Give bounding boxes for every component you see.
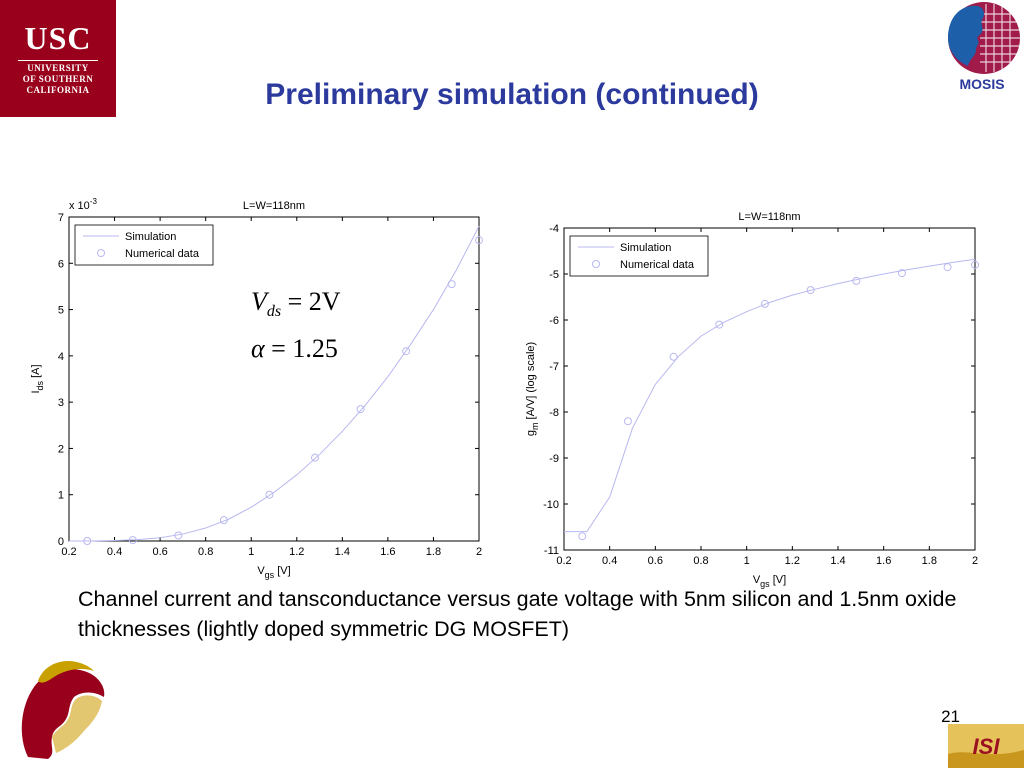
x-tick-label: 0.4 (107, 546, 122, 558)
x-tick-label: 1 (248, 546, 254, 558)
data-point (356, 405, 365, 414)
x-tick-label: 1.4 (335, 546, 350, 558)
x-tick-label: 1.8 (922, 555, 937, 567)
x-tick-label: 2 (972, 555, 978, 567)
legend-entry: Numerical data (620, 259, 695, 271)
y-tick-label: 5 (58, 305, 64, 317)
usc-logo-line: UNIVERSITY (27, 63, 89, 73)
data-point (174, 531, 183, 540)
y-tick-label: -10 (543, 499, 559, 511)
data-point (897, 269, 906, 278)
data-point (669, 352, 678, 361)
chart-title: L=W=118nm (243, 200, 305, 212)
data-point (402, 347, 411, 356)
usc-logo-rule (18, 60, 98, 61)
y-tick-label: -5 (549, 269, 559, 281)
x-tick-label: 0.2 (556, 555, 571, 567)
x-axis-label: Vgs [V] (753, 574, 786, 589)
data-point (265, 490, 274, 499)
y-axis-label: Ids [A] (30, 364, 45, 393)
x-tick-label: 0.6 (648, 555, 663, 567)
data-point (852, 276, 861, 285)
data-point (311, 453, 319, 462)
y-tick-label: 3 (58, 397, 64, 409)
slide-title: Preliminary simulation (continued) (265, 78, 759, 111)
data-point (760, 299, 769, 308)
y-tick-label: -9 (549, 453, 559, 465)
x-tick-label: 1.6 (380, 546, 395, 558)
usc-logo: USC UNIVERSITY OF SOUTHERN CALIFORNIA (0, 0, 116, 117)
mosis-head-icon (948, 5, 985, 66)
plot-area (68, 216, 480, 542)
usc-logo-line: CALIFORNIA (26, 85, 90, 95)
y-axis-label: gm [A/V] (log scale) (525, 342, 540, 436)
data-point (715, 320, 724, 329)
x-tick-label: 1.2 (289, 546, 304, 558)
y-tick-label: 6 (58, 258, 64, 270)
data-point (806, 286, 815, 295)
x-tick-label: 0.8 (693, 555, 708, 567)
x-tick-label: 1.6 (876, 555, 891, 567)
y-tick-label: 7 (58, 212, 64, 224)
data-point (971, 260, 979, 269)
slide-caption: Channel current and tansconductance vers… (78, 587, 957, 641)
x-tick-label: 1 (744, 555, 750, 567)
data-point (623, 417, 632, 426)
x-tick-label: 1.8 (426, 546, 441, 558)
x-tick-label: 2 (476, 546, 482, 558)
mosis-label: MOSIS (959, 76, 1005, 92)
data-point (128, 536, 137, 545)
trojan-logo (21, 661, 105, 759)
mosis-logo (948, 2, 1020, 74)
annotation-vds: Vds = 2V (251, 287, 341, 320)
data-point (943, 263, 952, 272)
x-tick-label: 1.2 (785, 555, 800, 567)
legend-entry: Simulation (125, 231, 176, 243)
y-tick-label: -4 (549, 223, 559, 235)
x-tick-label: 0.2 (61, 546, 76, 558)
x-axis-label: Vgs [V] (257, 565, 290, 580)
legend (569, 235, 709, 277)
data-point (475, 236, 483, 245)
x-tick-label: 1.4 (830, 555, 845, 567)
usc-logo-text: USC (24, 20, 92, 56)
page-number: 21 (941, 707, 960, 726)
gm-chart: 0.2 0.4 0.6 0.8 1 1.2 1.4 1.6 1.8 2 -11 -10 -9 -8 -7 -6… (525, 211, 979, 589)
legend-marker-swatch (592, 260, 600, 268)
legend (74, 224, 214, 266)
trojan-helmet-icon (21, 668, 105, 759)
simulation-line (69, 226, 480, 542)
isi-logo: ISI (948, 724, 1024, 768)
y-tick-label: -11 (544, 545, 559, 557)
ids-chart: 0.2 0.4 0.6 0.8 1 1.2 1.4 1.6 1.8 2 0 1 2 3 4 5 6 7 L=W=11… (30, 197, 483, 580)
data-point (219, 516, 228, 525)
simulation-line (564, 258, 976, 533)
legend-entry: Simulation (620, 242, 671, 254)
x-tick-label: 0.8 (198, 546, 213, 558)
usc-logo-line: OF SOUTHERN (22, 74, 94, 84)
chart-title: L=W=118nm (738, 211, 800, 223)
x-tick-label: 0.6 (152, 546, 167, 558)
data-point (83, 537, 92, 545)
y-tick-label: 0 (58, 536, 64, 548)
y-tick-label: -7 (549, 361, 559, 373)
legend-entry: Numerical data (125, 248, 200, 260)
y-tick-label: 2 (58, 443, 64, 455)
y-tick-label: 1 (58, 490, 64, 502)
data-point (447, 280, 456, 289)
x-tick-label: 0.4 (602, 555, 617, 567)
y-tick-label: -8 (549, 407, 559, 419)
annotation-alpha: α = 1.25 (251, 334, 338, 363)
y-multiplier: x 10-3 (69, 197, 97, 212)
plot-area (563, 227, 976, 551)
legend-marker-swatch (97, 249, 105, 257)
y-tick-label: 4 (58, 351, 64, 363)
data-point (578, 532, 587, 541)
y-tick-label: -6 (549, 315, 559, 327)
isi-logo-text: ISI (973, 734, 1001, 759)
